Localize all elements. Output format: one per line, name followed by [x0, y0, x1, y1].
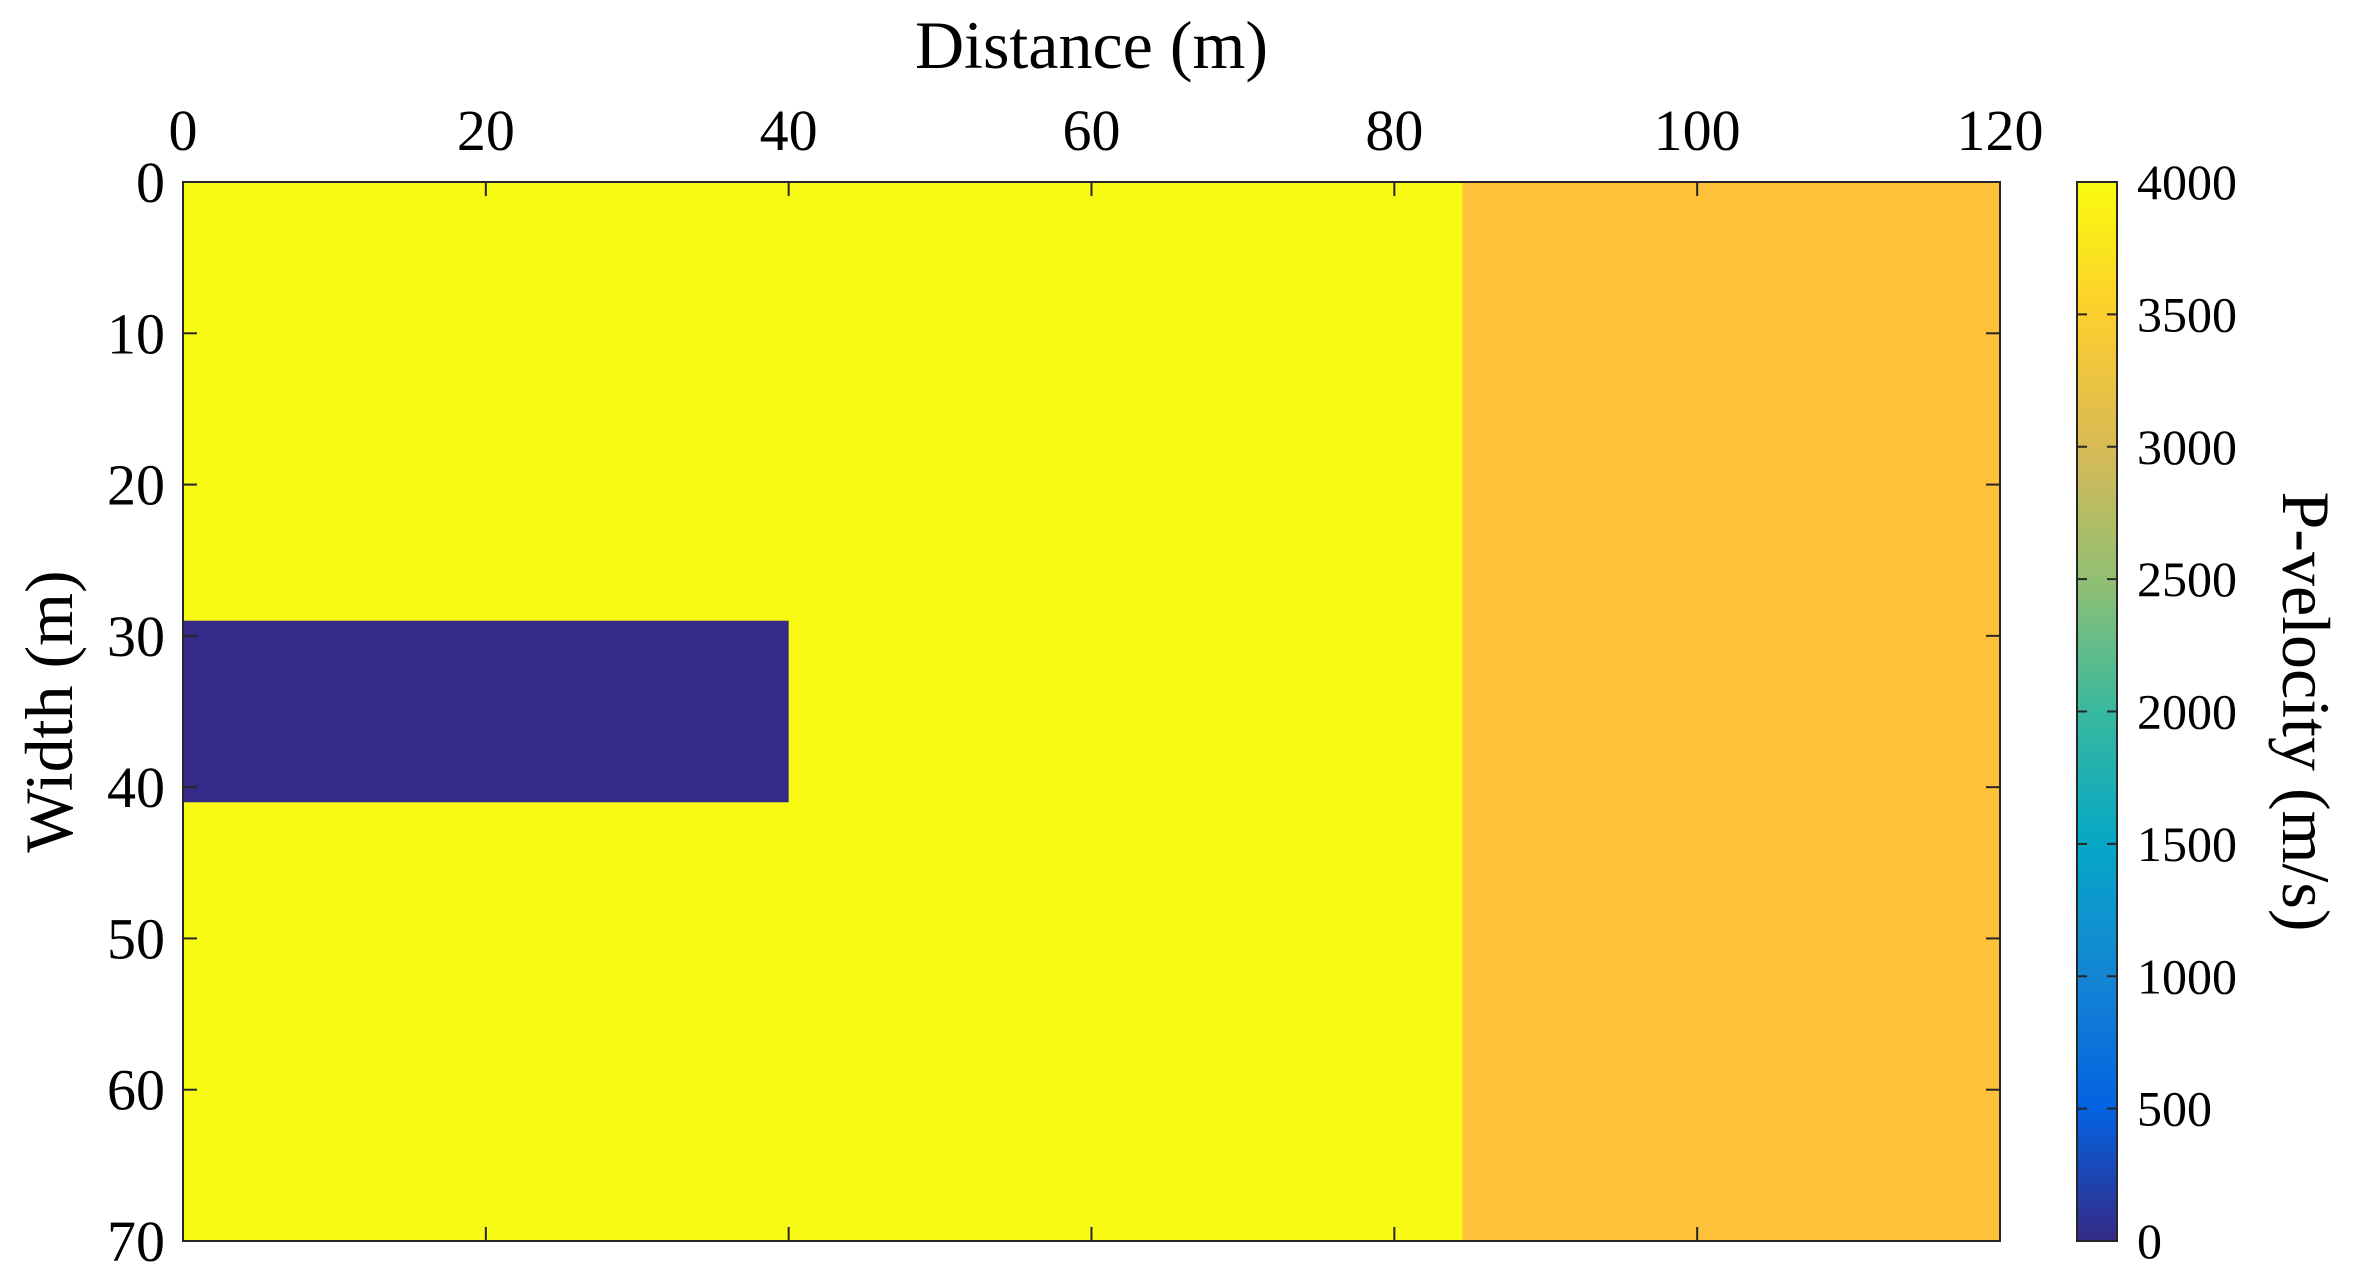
x-axis-title: Distance (m) — [915, 7, 1268, 83]
y-tick-label: 70 — [107, 1209, 165, 1274]
x-tick-label: 20 — [457, 98, 515, 163]
colorbar-title: P-velocity (m/s) — [2268, 491, 2344, 931]
y-tick-label: 50 — [107, 906, 165, 971]
x-tick-label: 120 — [1957, 98, 2044, 163]
heatmap-region-1 — [1462, 182, 2000, 1241]
x-tick-label: 60 — [1063, 98, 1121, 163]
colorbar-tick-label: 2500 — [2137, 551, 2237, 607]
colorbar-tick-label: 0 — [2137, 1213, 2162, 1269]
colorbar-tick-label: 3000 — [2137, 419, 2237, 475]
colorbar-tick-label: 500 — [2137, 1081, 2212, 1137]
y-tick-label: 30 — [107, 604, 165, 669]
colorbar-tick-label: 3500 — [2137, 286, 2237, 342]
colorbar-tick-label: 1500 — [2137, 816, 2237, 872]
colorbar-tick-label: 1000 — [2137, 948, 2237, 1004]
heatmap-regions — [183, 182, 2000, 1241]
x-tick-label: 40 — [760, 98, 818, 163]
x-axis-ticks: 0 20 40 60 80 100 120 — [169, 98, 2044, 1241]
x-tick-label: 100 — [1654, 98, 1741, 163]
x-tick-label: 80 — [1365, 98, 1423, 163]
colorbar-tick-label: 4000 — [2137, 154, 2237, 210]
y-tick-label: 0 — [136, 150, 165, 215]
y-tick-label: 60 — [107, 1058, 165, 1123]
y-tick-label: 10 — [107, 301, 165, 366]
y-axis-ticks: 0 10 20 30 40 50 60 70 — [107, 150, 2000, 1274]
y-tick-label: 20 — [107, 453, 165, 518]
y-tick-label: 40 — [107, 755, 165, 820]
x-tick-label: 0 — [169, 98, 198, 163]
y-axis-title: Width (m) — [11, 570, 87, 852]
heatmap-region-2 — [183, 620, 789, 803]
colorbar-tick-label: 2000 — [2137, 684, 2237, 740]
colorbar-ticks: 0 500 1000 1500 2000 2500 3000 3500 4000 — [2077, 154, 2237, 1269]
